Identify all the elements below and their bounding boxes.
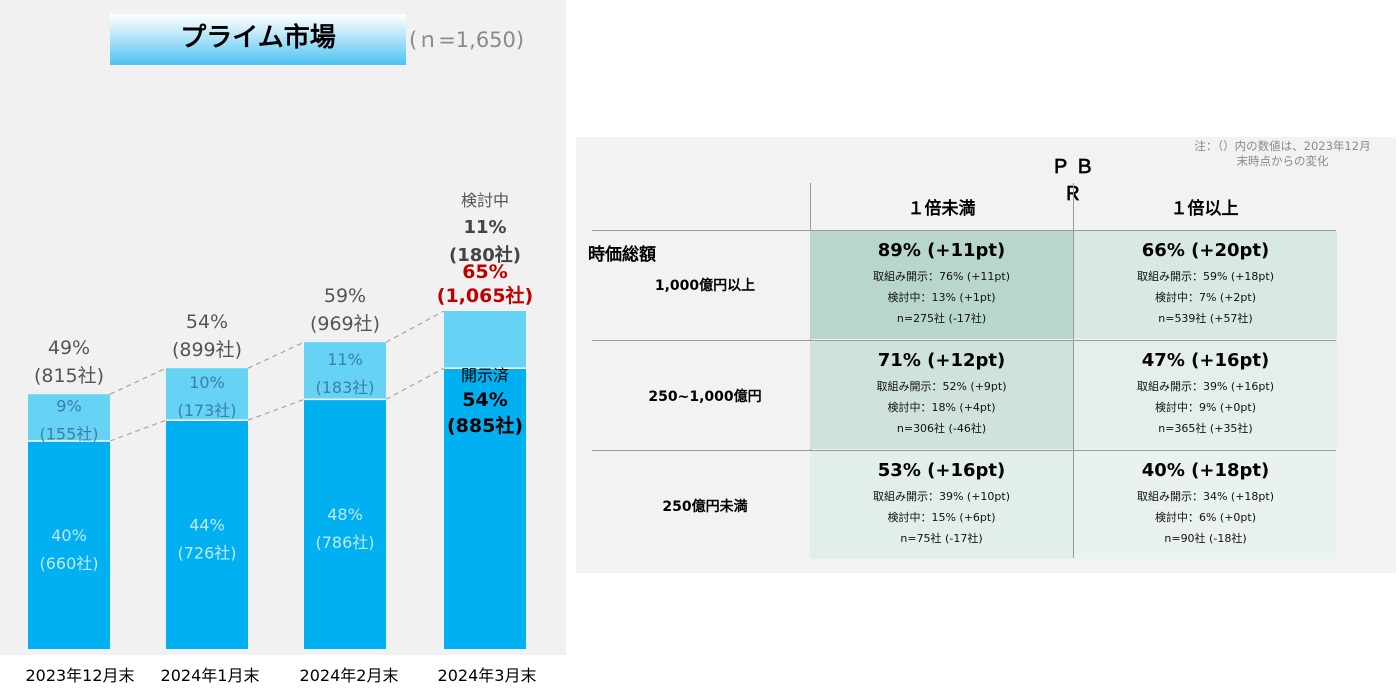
reviewing-count-label: (183社) [315,378,374,397]
divider [592,340,1336,341]
cell-count: n=539社 (+57社) [1158,312,1253,325]
note-line: 注：（）内の数値は、2023年12月 [1194,139,1371,153]
bar-reviewing [304,342,386,400]
table-cell: 53% (+16pt) 取組み開示：39% (+10pt) 検討中：15% (+… [810,451,1073,559]
bar-reviewing [444,311,526,369]
cell-reviewing: 検討中：13% (+1pt) [887,291,996,304]
cell-main-value: 47% (+16pt) [1141,350,1270,371]
cell-main-value: 89% (+11pt) [877,240,1006,261]
sample-size: (ｎ=1,650) [409,28,525,52]
disclosed-pct-label: 40% [51,526,87,545]
table-note: 注：（）内の数値は、2023年12月 末時点からの変化 [1170,139,1395,169]
reviewing-count-label: (155社) [39,425,98,444]
x-tick-label: 2024年1月末 [160,666,260,685]
total-pct-label: 49% [48,337,90,359]
note-line: 末時点からの変化 [1236,154,1329,168]
reviewing-pct-label: 11% [327,350,363,369]
table-cell: 89% (+11pt) 取組み開示：76% (+11pt) 検討中：13% (+… [810,231,1073,339]
connector-total [385,310,445,343]
cell-reviewing: 検討中：6% (+0pt) [1154,511,1257,524]
bar-reviewing [166,368,248,421]
reviewing-count-label: (173社) [177,401,236,420]
cell-disclosed: 取組み開示：39% (+10pt) [872,490,1011,503]
connector-disclosed [247,398,305,421]
row-label: 250~1,000億円 [648,389,762,405]
reviewing-count-label: (180社) [449,244,521,266]
cell-disclosed: 取組み開示：39% (+16pt) [1136,380,1275,393]
total-count-label: (969社) [310,313,380,335]
disclosed-pct-label: 44% [189,516,225,535]
divider [592,450,1336,451]
column-header-below-1x: １倍未満 [907,199,976,219]
column-header-1x-or-more: １倍以上 [1170,199,1239,219]
total-count-label: (815社) [34,365,104,387]
cell-reviewing: 検討中：7% (+2pt) [1154,291,1257,304]
bar-reviewing [28,394,110,441]
bar-disclosed [444,368,526,649]
connector-total [247,341,305,369]
cell-reviewing: 検討中：18% (+4pt) [887,401,996,414]
cell-reviewing: 検討中：9% (+0pt) [1154,401,1257,414]
disclosed-count-label: (786社) [315,533,374,552]
cell-disclosed: 取組み開示：76% (+11pt) [872,270,1011,283]
row-label: 250億円未満 [662,499,748,515]
chart-title: プライム市場 [180,23,336,53]
stacked-bar-chart: 40% (660社) 9% (155社) 49% (815社) 44% (726社) 10% (1… [28,191,533,649]
cell-disclosed: 取組み開示：59% (+18pt) [1136,270,1275,283]
disclosed-count-label: (885社) [447,414,523,437]
disclosed-series-label: 開示済 [461,366,509,385]
bar-disclosed [28,441,110,649]
table-cell: 47% (+16pt) 取組み開示：39% (+16pt) 検討中：9% (+0… [1074,341,1337,449]
pbr-header: ＰＢＲ [1050,156,1099,205]
cell-count: n=275社 (-17社) [896,312,987,325]
row-group-label: 時価総額 [588,245,656,265]
disclosed-pct-label: 48% [327,505,363,524]
cell-main-value: 71% (+12pt) [877,350,1006,371]
divider [592,230,1336,231]
reviewing-pct-label: 10% [189,373,225,392]
disclosed-count-label: (660社) [39,554,98,573]
cell-count: n=75社 (-17社) [900,532,983,545]
connector-disclosed [385,367,445,400]
table-cell: 40% (+18pt) 取組み開示：34% (+18pt) 検討中：6% (+0… [1074,451,1337,559]
reviewing-pct-label: 9% [56,397,81,416]
disclosed-pct-label: 54% [462,389,507,411]
reviewing-series-label: 検討中 [461,191,509,210]
cell-main-value: 40% (+18pt) [1141,460,1270,481]
divider [1073,183,1074,558]
cell-count: n=365社 (+35社) [1158,422,1253,435]
cell-disclosed: 取組み開示：52% (+9pt) [876,380,1007,393]
row-label: 1,000億円以上 [654,278,756,294]
chart-panel: 40% (660社) 9% (155社) 49% (815社) 44% (726社) 10% (1… [0,0,566,691]
total-pct-label: 65% [462,261,507,283]
title-banner: プライム市場 [110,14,406,65]
cell-disclosed: 取組み開示：34% (+18pt) [1136,490,1275,503]
table-cell: 71% (+12pt) 取組み開示：52% (+9pt) 検討中：18% (+4… [810,341,1073,449]
cell-count: n=306社 (-46社) [896,422,987,435]
reviewing-pct-label: 11% [463,217,506,238]
total-count-label: (899社) [172,339,242,361]
x-tick-label: 2023年12月末 [25,666,135,685]
connector-disclosed [109,419,167,442]
total-pct-label: 59% [324,285,366,307]
bar-disclosed [304,399,386,649]
table-cell: 66% (+20pt) 取組み開示：59% (+18pt) 検討中：7% (+2… [1074,231,1337,339]
cell-main-value: 53% (+16pt) [877,460,1006,481]
x-tick-label: 2024年3月末 [437,666,537,685]
cell-main-value: 66% (+20pt) [1141,240,1270,261]
disclosed-count-label: (726社) [177,544,236,563]
bar-disclosed [166,420,248,649]
x-tick-label: 2024年2月末 [299,666,399,685]
connector-total [109,367,167,395]
cell-reviewing: 検討中：15% (+6pt) [887,511,996,524]
cell-count: n=90社 (-18社) [1164,532,1247,545]
total-count-label: (1,065社) [437,284,533,307]
total-pct-label: 54% [186,311,228,333]
